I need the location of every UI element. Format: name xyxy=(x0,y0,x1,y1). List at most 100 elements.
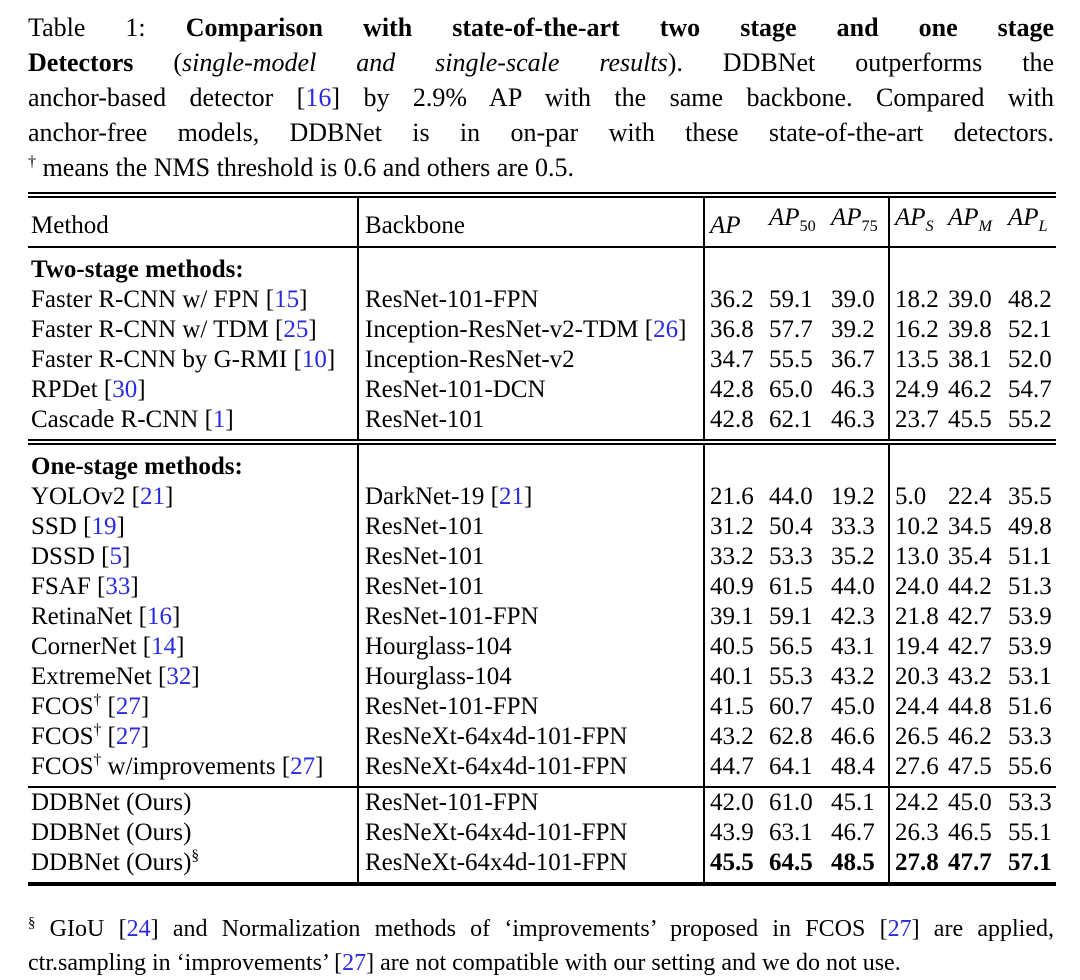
method-cell: DDBNet (Ours) xyxy=(28,818,358,848)
value-cell: 50.4 xyxy=(769,513,813,540)
citation-link[interactable]: 27 xyxy=(290,753,316,780)
text-segment: ResNeXt-64x4d-101-FPN xyxy=(365,753,628,780)
value-cell: 34.7 xyxy=(703,345,766,375)
method-cell: SSD [19] xyxy=(28,512,358,542)
text-segment: ] xyxy=(225,406,234,433)
citation-link[interactable]: 1 xyxy=(212,406,226,433)
text-segment: Cascade R-CNN [ xyxy=(31,406,213,433)
value-cell: 21.6 xyxy=(703,482,766,512)
text-segment: ] xyxy=(116,513,125,540)
empty-cell xyxy=(703,247,766,285)
value-cell: 42.7 xyxy=(948,603,992,630)
table-row: FSAF [33] ResNet-101 40.9 61.5 44.0 24.0 44.2 5… xyxy=(28,572,1056,602)
value-cell: 22.4 xyxy=(948,483,992,510)
caption-line: Table 1: Comparison with state-of-the-ar… xyxy=(28,10,1054,45)
text-segment: [ xyxy=(101,693,116,720)
text-segment: † xyxy=(93,692,102,709)
value-cell: 46.3 xyxy=(831,376,875,403)
empty-cell xyxy=(945,247,1005,285)
text-segment: ResNeXt-64x4d-101-FPN xyxy=(365,819,628,846)
backbone-cell: ResNet-101-FPN xyxy=(357,602,704,632)
text-segment: YOLOv2 [ xyxy=(31,483,141,510)
text-segment: Hourglass-104 xyxy=(365,663,512,690)
table-row: DDBNet (Ours) ResNeXt-64x4d-101-FPN 43.9 63… xyxy=(28,818,1056,848)
value-cell: 55.6 xyxy=(1008,753,1052,780)
citation-link[interactable]: 33 xyxy=(105,573,131,600)
value-cell: 51.1 xyxy=(1008,543,1052,570)
table-row: RetinaNet [16] ResNet-101-FPN 39.1 59.1 42.3… xyxy=(28,602,1056,632)
citation-link[interactable]: 27 xyxy=(342,950,367,976)
citation-link[interactable]: 25 xyxy=(283,316,309,343)
citation-link[interactable]: 21 xyxy=(498,483,524,510)
backbone-cell: ResNet-101-FPN xyxy=(357,786,704,818)
value-cell: 35.4 xyxy=(948,543,992,570)
method-cell: Cascade R-CNN [1] xyxy=(28,405,358,442)
text-segment: ResNet-101-FPN xyxy=(365,286,539,313)
value-cell: 31.2 xyxy=(703,512,766,542)
citation-link[interactable]: 24 xyxy=(126,916,151,942)
text-segment: ctr.sampling in ‘improvements’ [ xyxy=(28,950,343,976)
value-cell: 33.2 xyxy=(703,542,766,572)
value-cell: 5.0 xyxy=(888,482,945,512)
citation-link[interactable]: 27 xyxy=(115,693,141,720)
value-cell: 33.3 xyxy=(831,513,875,540)
text-segment: single-model and single-scale results xyxy=(181,48,668,77)
citation-link[interactable]: 14 xyxy=(151,633,177,660)
value-cell: 43.1 xyxy=(831,633,875,660)
value-cell: 47.7 xyxy=(948,849,992,876)
value-cell: 61.5 xyxy=(769,573,813,600)
section-title-row: Two-stage methods: xyxy=(28,247,1056,285)
value-cell: 52.0 xyxy=(1008,346,1052,373)
value-cell: 64.1 xyxy=(769,753,813,780)
value-cell: 48.2 xyxy=(1008,286,1052,313)
citation-link[interactable]: 5 xyxy=(109,543,123,570)
citation-link[interactable]: 27 xyxy=(115,723,141,750)
citation-link[interactable]: 10 xyxy=(301,346,327,373)
text-segment: ResNet-101 xyxy=(365,573,485,600)
text-segment: Comparison with state-of-the-art two sta… xyxy=(185,13,1055,42)
column-header: APL xyxy=(1005,195,1056,248)
text-segment: ] xyxy=(299,286,308,313)
value-cell: 46.2 xyxy=(948,376,992,403)
citation-link[interactable]: 16 xyxy=(305,83,332,112)
value-cell: 53.9 xyxy=(1008,603,1052,630)
column-header: APM xyxy=(945,195,1005,248)
citation-link[interactable]: 15 xyxy=(274,286,300,313)
value-cell: 55.3 xyxy=(769,663,813,690)
backbone-cell: ResNet-101-DCN xyxy=(357,375,704,405)
text-segment: ] xyxy=(315,753,324,780)
value-cell: 36.2 xyxy=(703,285,766,315)
value-cell: 45.0 xyxy=(945,786,1005,818)
citation-link[interactable]: 30 xyxy=(112,376,138,403)
citation-link[interactable]: 27 xyxy=(887,916,912,942)
value-cell: 57.7 xyxy=(769,316,813,343)
table-row: ExtremeNet [32] Hourglass-104 40.1 55.3 43.2… xyxy=(28,662,1056,692)
text-segment: ] xyxy=(137,376,146,403)
text-segment: ] by 2.9% AP with the same backbone. Com… xyxy=(331,83,1054,112)
citation-link[interactable]: 32 xyxy=(166,663,192,690)
citation-link[interactable]: 21 xyxy=(140,483,166,510)
text-segment: DDBNet (Ours) xyxy=(31,819,192,846)
citation-link[interactable]: 19 xyxy=(91,513,117,540)
method-cell: DDBNet (Ours) xyxy=(28,786,358,818)
value-cell: 49.8 xyxy=(1008,513,1052,540)
text-segment: ResNeXt-64x4d-101-FPN xyxy=(365,849,628,876)
value-cell: 62.8 xyxy=(769,723,813,750)
value-cell: 57.1 xyxy=(1008,849,1052,876)
backbone-cell: ResNet-101 xyxy=(357,572,704,602)
text-segment: ResNet-101 xyxy=(365,543,485,570)
text-segment: ] xyxy=(191,663,200,690)
text-segment: CornerNet [ xyxy=(31,633,152,660)
text-segment: † xyxy=(93,722,102,739)
value-cell: 21.8 xyxy=(888,602,945,632)
value-cell: 45.1 xyxy=(828,786,889,818)
citation-link[interactable]: 26 xyxy=(653,316,679,343)
value-cell: 43.2 xyxy=(831,663,875,690)
section-two-stage: Two-stage methods: Faster R-CNN w/ FPN [1… xyxy=(28,247,1056,442)
citation-link[interactable]: 16 xyxy=(146,603,172,630)
backbone-cell: Hourglass-104 xyxy=(357,632,704,662)
value-cell: 46.2 xyxy=(948,723,992,750)
value-cell: 56.5 xyxy=(769,633,813,660)
value-cell: 46.5 xyxy=(948,819,992,846)
text-segment: ResNet-101-FPN xyxy=(365,603,539,630)
